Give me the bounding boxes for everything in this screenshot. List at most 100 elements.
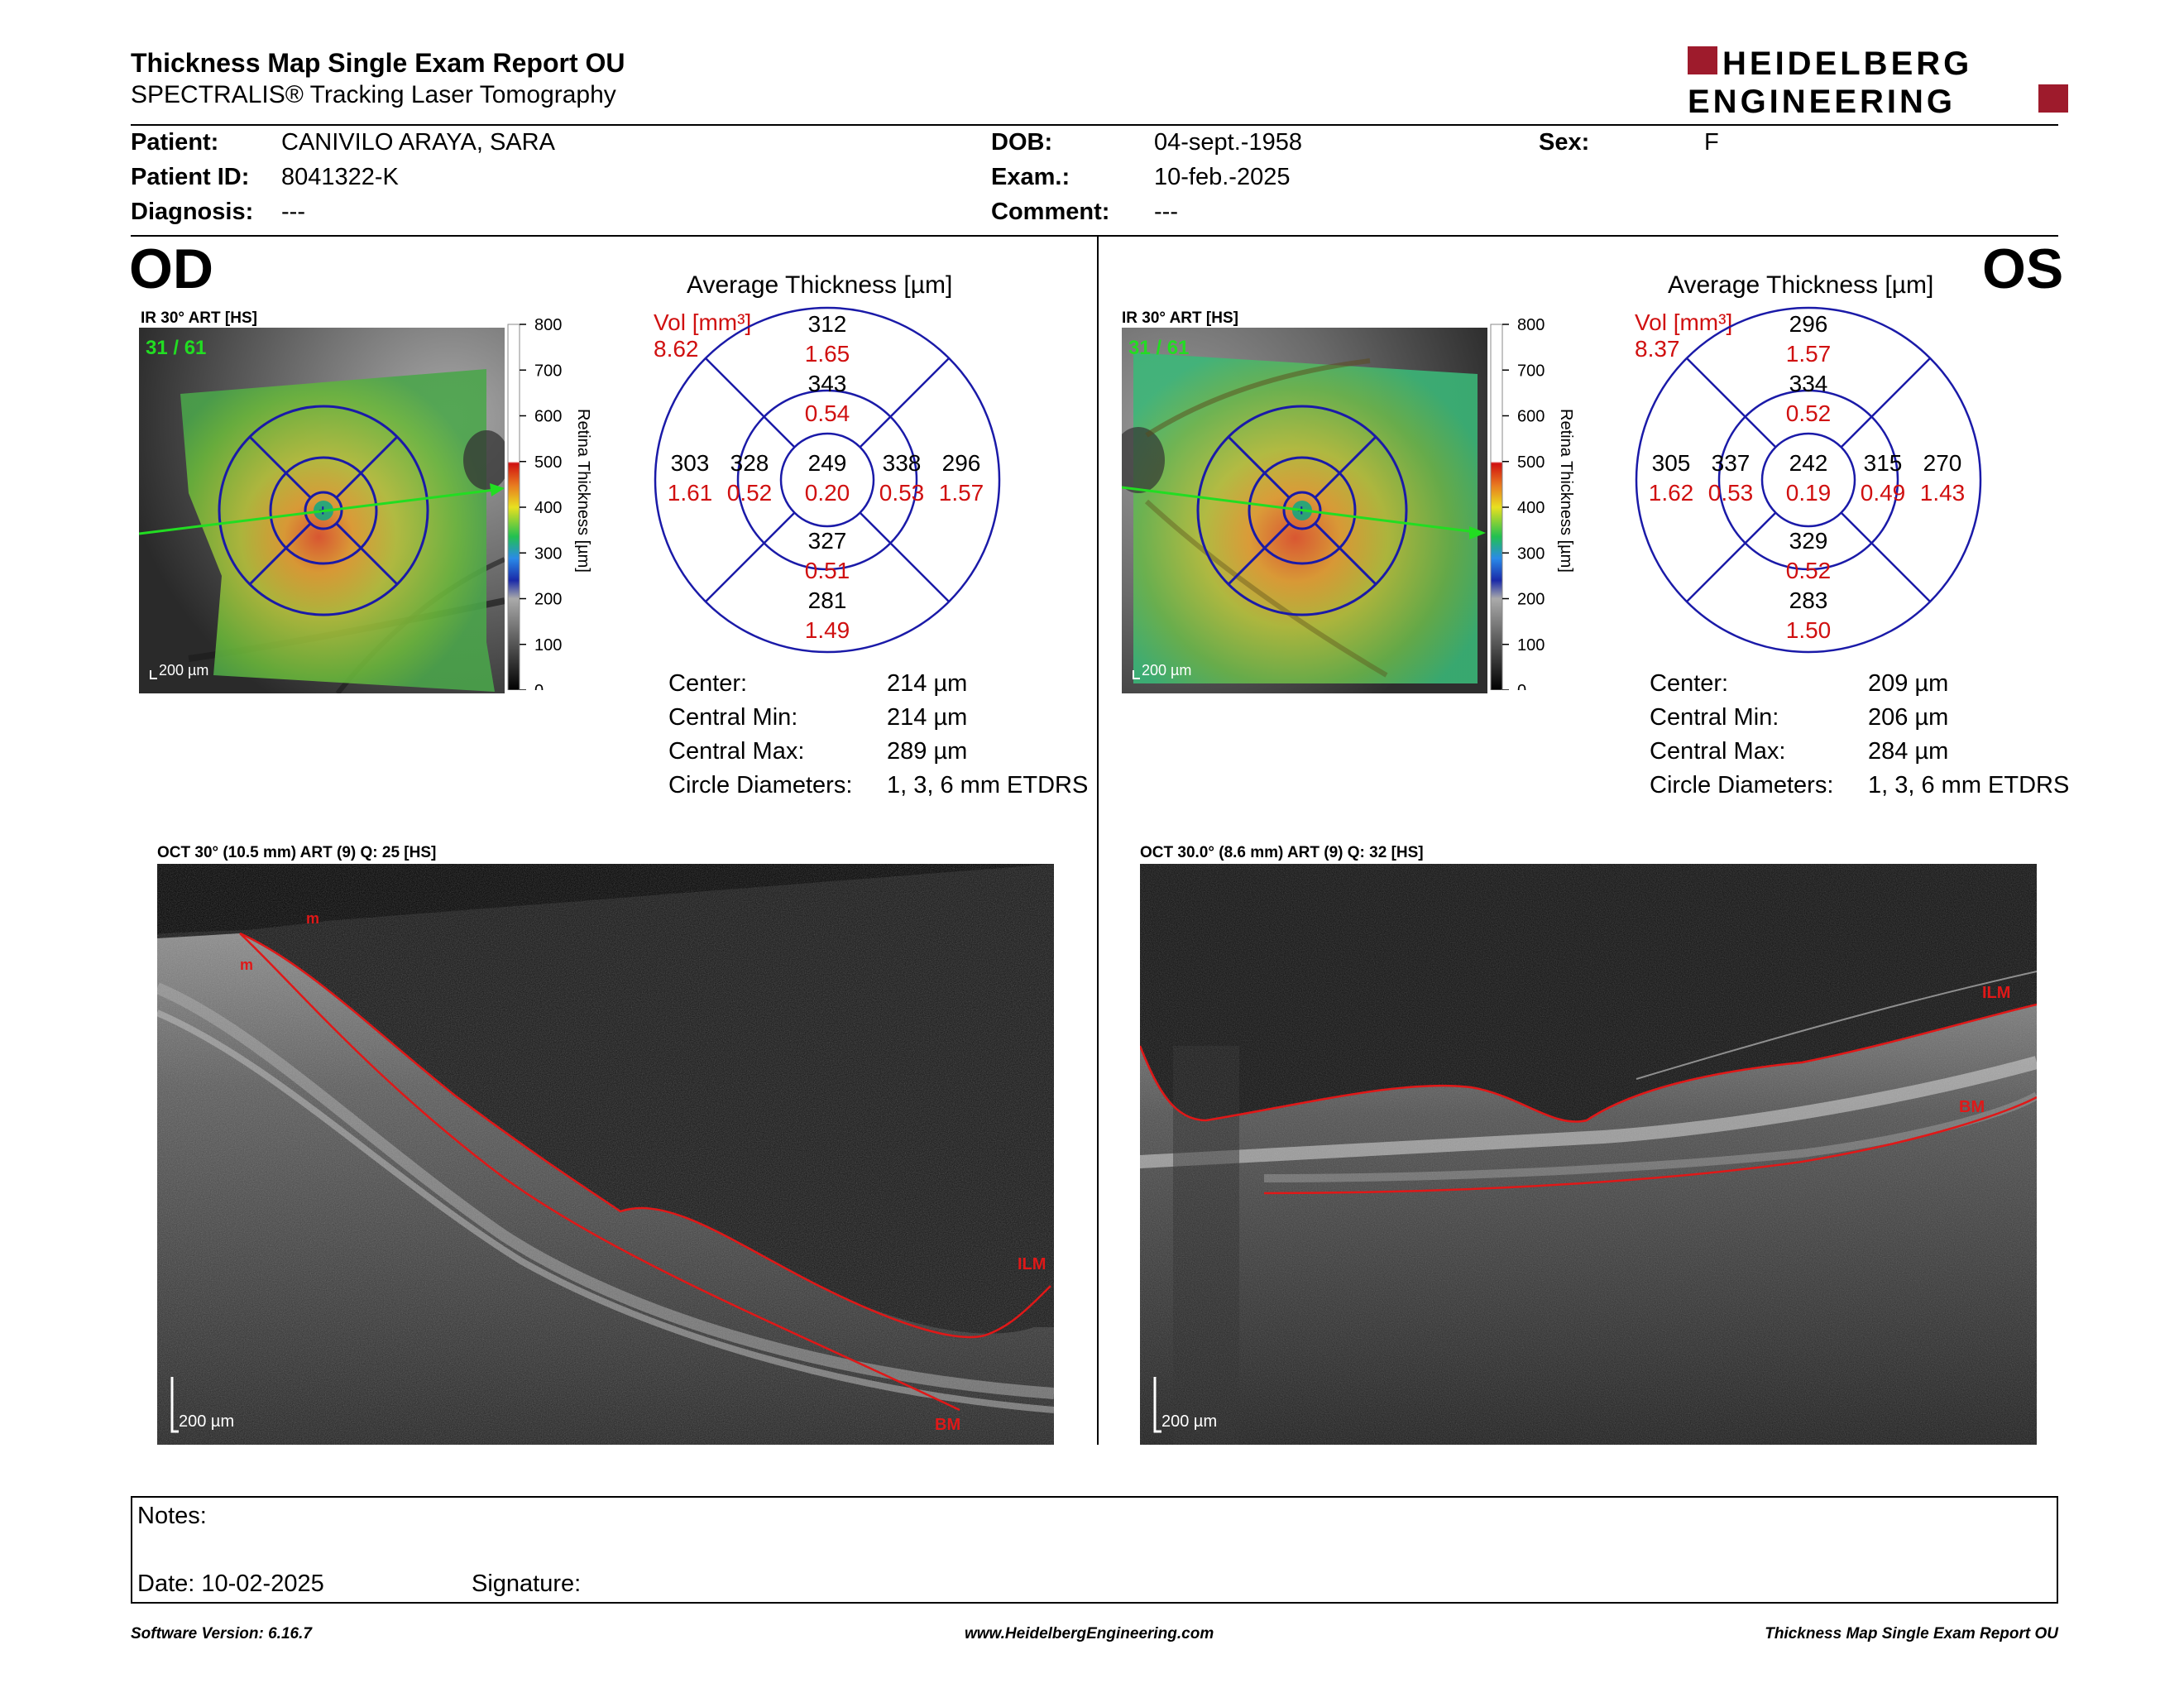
colorbar-tick-label: 0 xyxy=(1517,682,1526,690)
colorbar-tick-label: 800 xyxy=(1517,318,1545,334)
exam-value: 10-feb.-2025 xyxy=(1154,164,1291,190)
os-outer-top-volume: 1.57 xyxy=(1785,341,1832,367)
footer-report-name: Thickness Map Single Exam Report OU xyxy=(1765,1625,2058,1642)
os-outer-left-volume: 1.62 xyxy=(1648,480,1694,506)
os-stat-value: 206 µm xyxy=(1868,704,1949,731)
os-inner-top-thickness: 334 xyxy=(1789,371,1828,396)
os-inner-top-volume: 0.52 xyxy=(1785,400,1832,426)
od-stat-value: 214 µm xyxy=(887,670,968,697)
notes-box[interactable]: Notes: Date: 10-02-2025 Signature: xyxy=(131,1496,2058,1604)
od-outer-bottom-thickness: 281 xyxy=(807,587,847,613)
eye-divider xyxy=(1097,237,1099,1445)
colorbar-tick-label: 100 xyxy=(534,636,562,655)
sex-value: F xyxy=(1704,129,1719,156)
os-eye-label: OS xyxy=(1982,237,2064,300)
colorbar-tick-label: 600 xyxy=(1517,408,1545,426)
patient-id: 8041322-K xyxy=(281,164,399,190)
colorbar-tick-label: 500 xyxy=(1517,453,1545,472)
os-vol-total: 8.37 xyxy=(1635,336,1680,362)
od-fundus-image: + 31 / 61 200 µm xyxy=(139,328,505,693)
os-fundus-image: + 31 / 61 200 µm xyxy=(1122,328,1487,693)
os-vol-label: Vol [mm³] xyxy=(1635,309,1733,335)
colorbar-tick-label: 200 xyxy=(534,591,562,609)
od-stat-value: 289 µm xyxy=(887,738,968,765)
os-outer-top-thickness: 296 xyxy=(1789,311,1828,337)
od-outer-bottom-volume: 1.49 xyxy=(804,617,850,643)
os-outer-bottom-thickness: 283 xyxy=(1789,587,1828,613)
patient-name: CANIVILO ARAYA, SARA xyxy=(281,129,555,156)
od-ir-label: IR 30° ART [HS] xyxy=(141,309,257,327)
os-etdrs-values: 296 1.57 334 0.52 242 0.19 337 0.53 315 … xyxy=(1610,311,2007,659)
od-etdrs-values: 312 1.65 343 0.54 249 0.20 328 0.52 338 … xyxy=(629,311,1026,659)
od-oct-marker: m xyxy=(240,957,253,973)
od-stat-value: 214 µm xyxy=(887,704,968,731)
os-outer-right-thickness: 270 xyxy=(1923,450,1962,476)
os-stat-value: 284 µm xyxy=(1868,738,1949,765)
od-stats: Center: 214 µm Central Min: 214 µm Central… xyxy=(668,670,1115,806)
footer-website[interactable]: www.HeidelbergEngineering.com xyxy=(965,1625,1214,1642)
colorbar-tick-label: 500 xyxy=(534,453,562,472)
os-outer-right-volume: 1.43 xyxy=(1919,480,1966,506)
svg-text:HEIDELBERG: HEIDELBERG xyxy=(1722,46,1972,82)
od-colorbar-label: Retina Thickness [µm] xyxy=(574,409,592,573)
os-oct-bm: BM xyxy=(1959,1098,1985,1116)
os-inner-right-volume: 0.49 xyxy=(1860,480,1906,506)
od-outer-top-thickness: 312 xyxy=(807,311,847,337)
od-oct-bm: BM xyxy=(935,1416,960,1434)
od-center-volume: 0.20 xyxy=(804,480,850,506)
diagnosis-value: --- xyxy=(281,199,305,225)
os-stat-label: Central Max: xyxy=(1650,738,1786,765)
colorbar-tick-label: 700 xyxy=(1517,362,1545,380)
od-stat-label: Circle Diameters: xyxy=(668,772,853,798)
od-inner-top-volume: 0.54 xyxy=(804,400,850,426)
comment-value: --- xyxy=(1154,199,1178,225)
od-outer-left-thickness: 303 xyxy=(670,450,710,476)
os-stat-label: Center: xyxy=(1650,670,1729,697)
od-inner-bottom-volume: 0.51 xyxy=(804,558,850,583)
os-stat-value: 1, 3, 6 mm ETDRS xyxy=(1868,772,2070,798)
colorbar-tick-label: 700 xyxy=(534,362,562,380)
od-outer-right-thickness: 296 xyxy=(941,450,981,476)
od-vol-label: Vol [mm³] xyxy=(654,309,752,335)
od-stat-value: 1, 3, 6 mm ETDRS xyxy=(887,772,1089,798)
od-oct-image: ILM BM m m 200 µm xyxy=(157,864,1054,1445)
patient-id-label: Patient ID: xyxy=(131,164,250,190)
patient-label: Patient: xyxy=(131,129,219,156)
os-outer-left-thickness: 305 xyxy=(1651,450,1691,476)
od-oct-marker: m xyxy=(306,910,319,927)
os-fundus-scale: 200 µm xyxy=(1142,662,1191,679)
diagnosis-label: Diagnosis: xyxy=(131,199,254,225)
os-ir-label: IR 30° ART [HS] xyxy=(1122,309,1238,327)
os-stat-label: Central Min: xyxy=(1650,704,1779,731)
od-oct-label: OCT 30° (10.5 mm) ART (9) Q: 25 [HS] xyxy=(157,844,437,861)
os-oct-label: OCT 30.0° (8.6 mm) ART (9) Q: 32 [HS] xyxy=(1140,844,1424,861)
od-stat-row: Central Max: 289 µm xyxy=(668,738,1115,772)
od-outer-left-volume: 1.61 xyxy=(667,480,713,506)
colorbar-tick-label: 600 xyxy=(534,408,562,426)
os-stat-row: Center: 209 µm xyxy=(1650,670,2096,704)
info-divider xyxy=(131,235,2058,237)
os-oct-image: ILM BM 200 µm xyxy=(1140,864,2037,1445)
os-etdrs-grid xyxy=(1635,306,1982,654)
od-outer-top-volume: 1.65 xyxy=(804,341,850,367)
colorbar-tick-label: 0 xyxy=(534,682,544,690)
os-avg-title: Average Thickness [µm] xyxy=(1668,271,1934,299)
footer-software-version: Software Version: 6.16.7 xyxy=(131,1625,312,1642)
od-inner-right-thickness: 338 xyxy=(882,450,922,476)
od-outer-right-volume: 1.57 xyxy=(938,480,984,506)
notes-label: Notes: xyxy=(137,1503,207,1529)
os-frame-counter: 31 / 61 xyxy=(1128,337,1189,359)
os-colorbar-label: Retina Thickness [µm] xyxy=(1557,409,1575,573)
header-divider xyxy=(131,124,2058,126)
dob-value: 04-sept.-1958 xyxy=(1154,129,1302,156)
od-stat-row: Center: 214 µm xyxy=(668,670,1115,704)
od-etdrs-grid xyxy=(654,306,1001,654)
dob-label: DOB: xyxy=(991,129,1053,156)
svg-text:ENGINEERING: ENGINEERING xyxy=(1688,84,1956,117)
date-label: Date: 10-02-2025 xyxy=(137,1571,324,1597)
os-outer-bottom-volume: 1.50 xyxy=(1785,617,1832,643)
sex-label: Sex: xyxy=(1539,129,1590,156)
report-title: Thickness Map Single Exam Report OU xyxy=(131,48,625,78)
colorbar-tick-label: 800 xyxy=(534,318,562,334)
exam-label: Exam.: xyxy=(991,164,1070,190)
